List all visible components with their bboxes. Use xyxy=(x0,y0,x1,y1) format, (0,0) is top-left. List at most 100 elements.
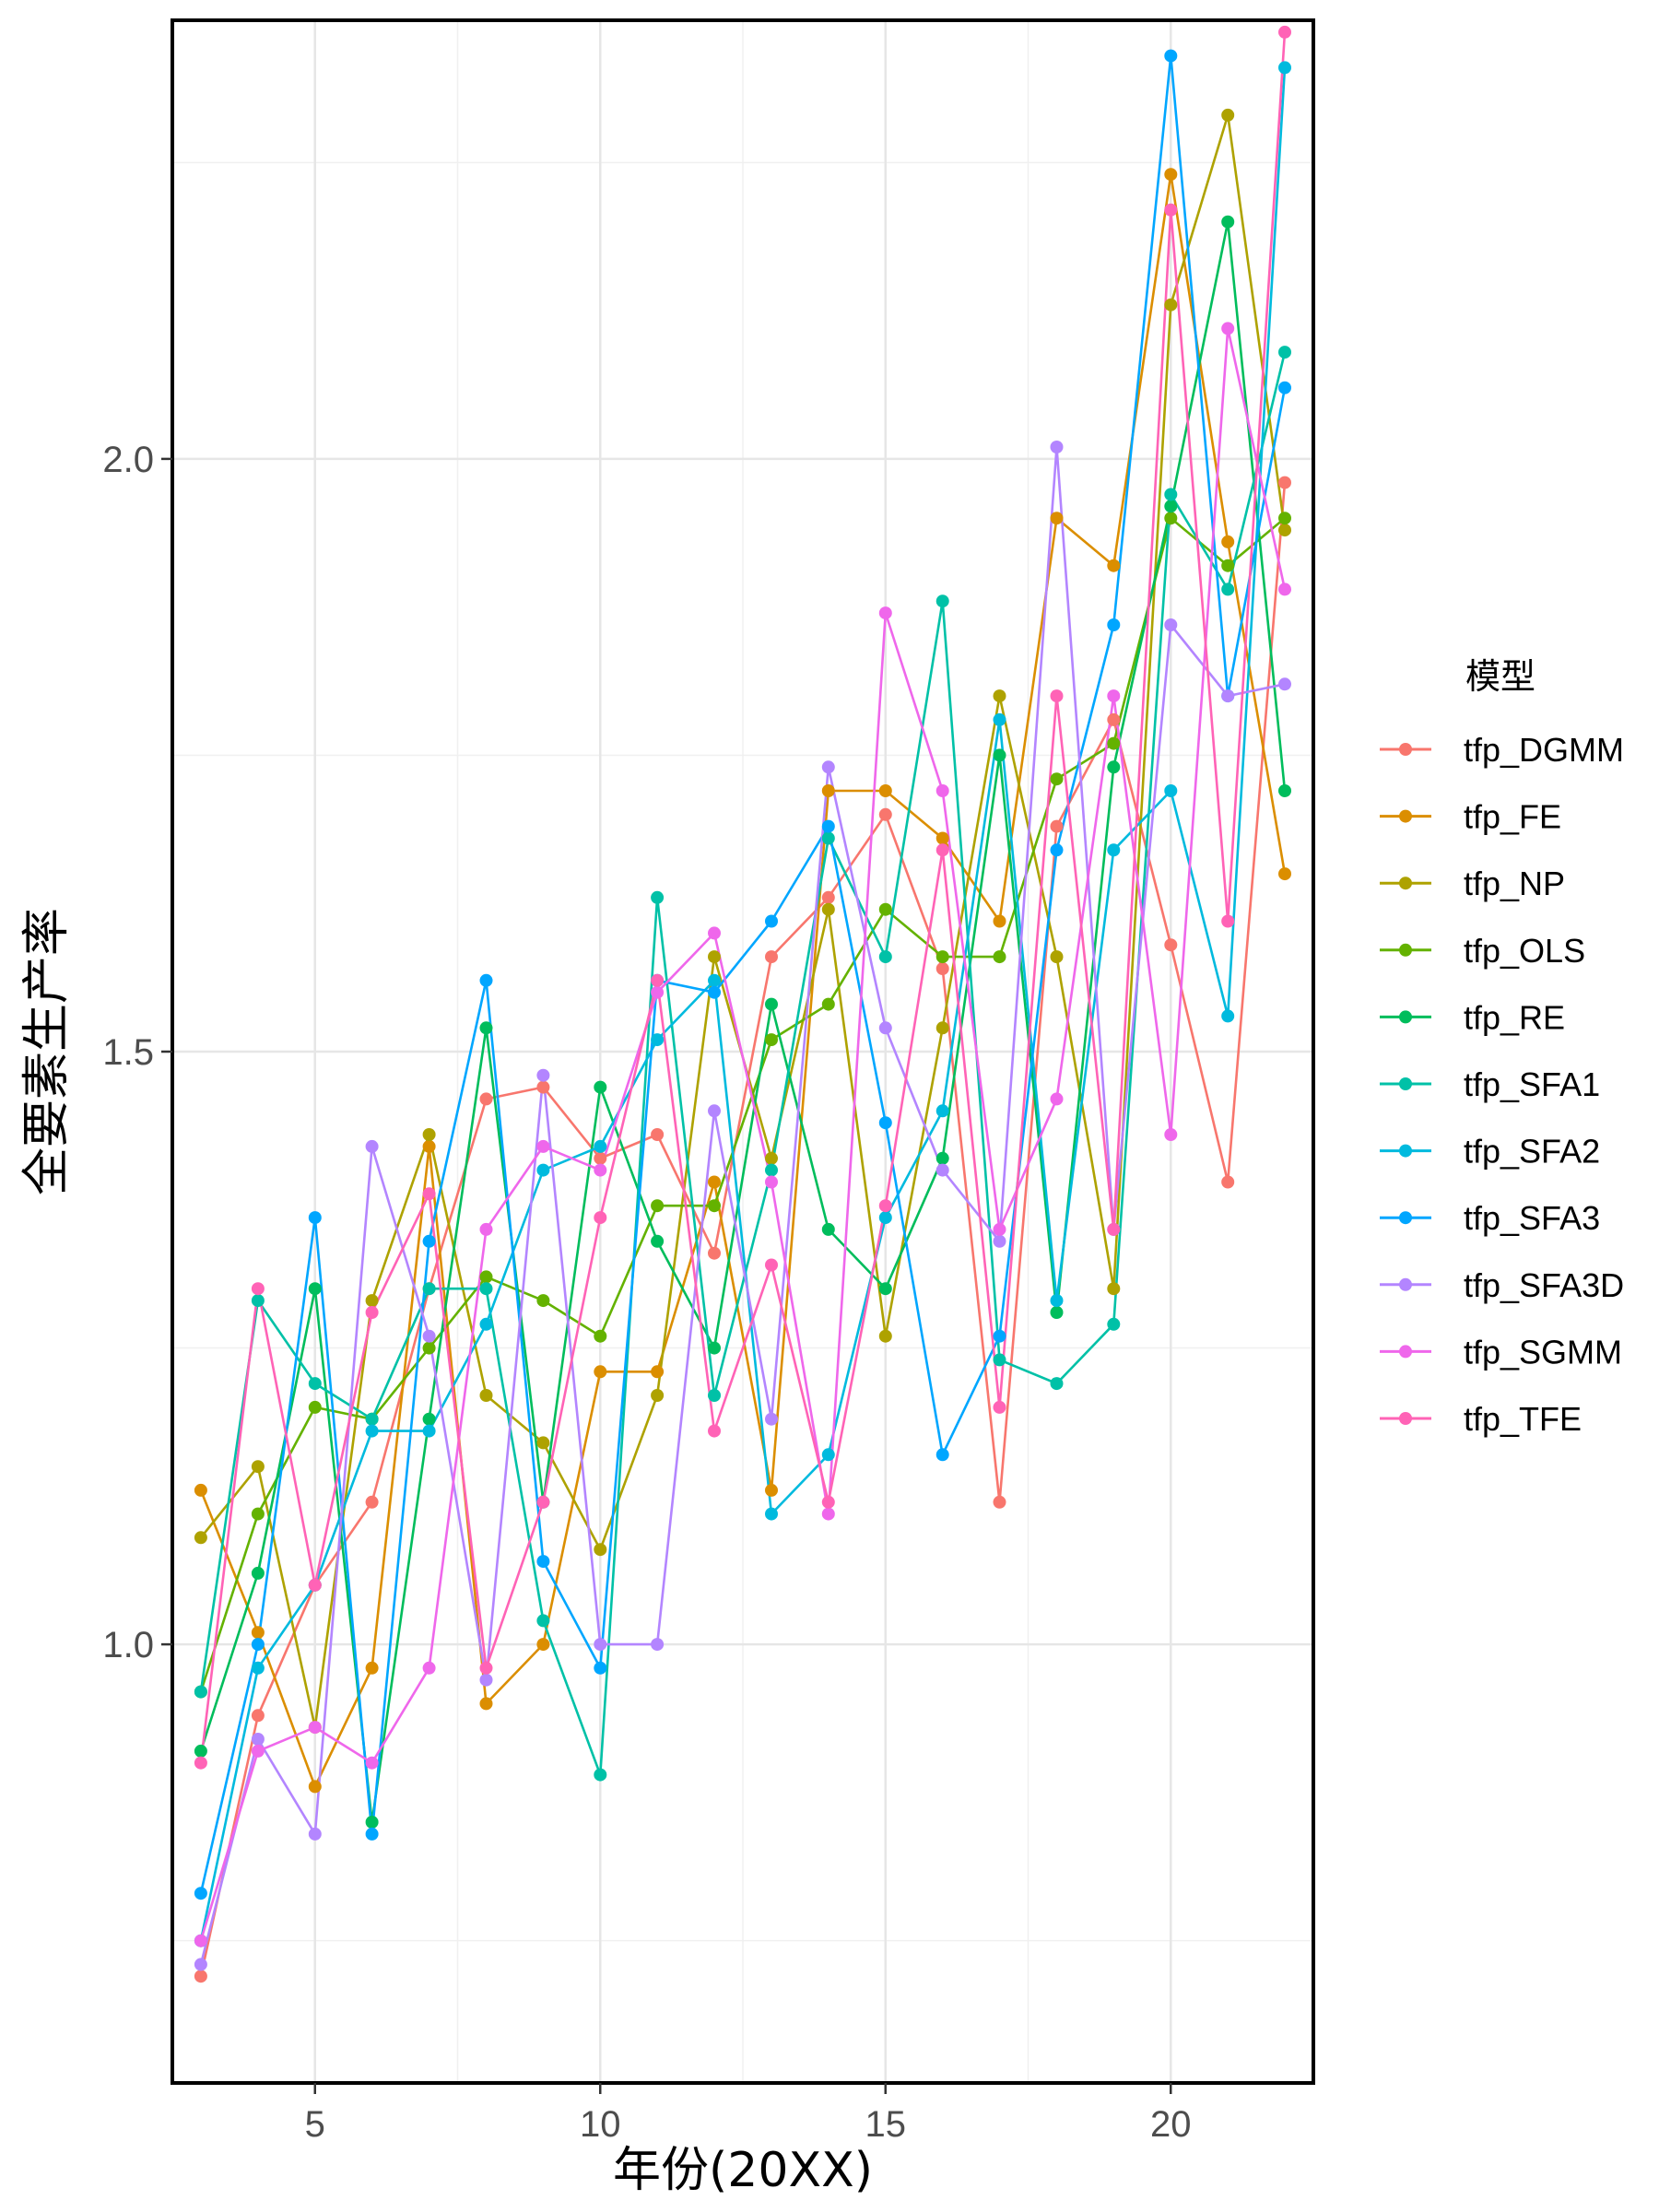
data-point-tfp_TFE xyxy=(308,1578,322,1592)
series-line-tfp_SFA3 xyxy=(199,54,1287,1894)
data-point-tfp_FE xyxy=(479,1697,493,1711)
data-point-tfp_DGMM xyxy=(651,1128,665,1141)
data-point-tfp_SGMM xyxy=(765,1175,778,1189)
data-point-tfp_SFA3 xyxy=(194,1887,207,1900)
data-point-tfp_SFA2 xyxy=(1221,1009,1235,1023)
data-point-tfp_SFA3 xyxy=(1278,381,1291,394)
data-point-tfp_FE xyxy=(594,1365,607,1379)
data-point-tfp_NP xyxy=(708,950,721,964)
data-point-tfp_OLS xyxy=(708,1199,721,1213)
legend-label-tfp_RE: tfp_RE xyxy=(1464,998,1565,1036)
data-point-tfp_SFA3D xyxy=(878,1021,892,1035)
legend-key-point-tfp_TFE xyxy=(1399,1412,1412,1425)
series-line-tfp_OLS xyxy=(199,516,1286,1692)
data-point-tfp_DGMM xyxy=(536,1080,550,1094)
data-point-tfp_DGMM xyxy=(1221,1175,1235,1189)
data-point-tfp_DGMM xyxy=(479,1092,493,1106)
data-point-tfp_FE xyxy=(194,1483,207,1497)
data-point-tfp_SGMM xyxy=(251,1744,265,1758)
data-point-tfp_SFA1 xyxy=(1107,1317,1121,1331)
data-point-tfp_SFA3 xyxy=(365,1827,379,1841)
data-point-tfp_SGMM xyxy=(422,1661,436,1675)
data-point-tfp_SFA1 xyxy=(878,950,892,964)
data-point-tfp_FE xyxy=(993,914,1006,928)
data-point-tfp_NP xyxy=(594,1543,607,1557)
data-point-tfp_SFA3 xyxy=(1107,618,1121,631)
data-point-tfp_RE xyxy=(594,1080,607,1094)
data-point-tfp_SFA3D xyxy=(251,1733,265,1746)
data-point-tfp_SGMM xyxy=(365,1756,379,1770)
data-point-tfp_SFA3 xyxy=(479,973,493,987)
legend-label-tfp_SFA2: tfp_SFA2 xyxy=(1464,1133,1600,1171)
data-point-tfp_TFE xyxy=(935,843,949,857)
legend-label-tfp_FE: tfp_FE xyxy=(1464,798,1561,836)
data-point-tfp_RE xyxy=(1221,215,1235,229)
data-point-tfp_SFA3D xyxy=(194,1958,207,1971)
data-point-tfp_SGMM xyxy=(308,1721,322,1735)
data-point-tfp_NP xyxy=(993,689,1006,703)
data-point-tfp_TFE xyxy=(993,1400,1006,1414)
data-point-tfp_OLS xyxy=(1221,559,1235,572)
legend-key-point-tfp_SFA1 xyxy=(1399,1077,1412,1090)
data-point-tfp_DGMM xyxy=(708,1246,721,1260)
series-line-tfp_RE xyxy=(199,220,1287,1824)
data-point-tfp_FE xyxy=(1164,168,1178,182)
data-point-tfp_RE xyxy=(251,1566,265,1580)
data-point-tfp_RE xyxy=(1050,1306,1064,1319)
data-point-tfp_SFA3D xyxy=(1221,689,1235,703)
data-point-tfp_NP xyxy=(536,1436,550,1450)
data-point-tfp_FE xyxy=(651,1365,665,1379)
data-point-tfp_NP xyxy=(651,1389,665,1402)
legend-key-point-tfp_SGMM xyxy=(1399,1345,1412,1359)
data-point-tfp_RE xyxy=(1278,784,1291,797)
data-point-tfp_TFE xyxy=(536,1495,550,1509)
series-line-tfp_TFE xyxy=(199,31,1287,1763)
legend-label-tfp_DGMM: tfp_DGMM xyxy=(1464,731,1624,769)
data-point-tfp_SFA3D xyxy=(651,1638,665,1652)
data-point-tfp_FE xyxy=(251,1626,265,1640)
data-point-tfp_FE xyxy=(1278,867,1291,881)
data-point-tfp_FE xyxy=(821,784,835,797)
series-line-tfp_SFA2 xyxy=(199,67,1287,1941)
y-tick-label: 2.0 xyxy=(102,440,154,480)
data-point-tfp_SFA3D xyxy=(708,1104,721,1118)
data-point-tfp_SFA2 xyxy=(765,1507,778,1521)
data-point-tfp_RE xyxy=(651,1234,665,1248)
data-point-tfp_SGMM xyxy=(821,1507,835,1521)
data-point-tfp_SFA1 xyxy=(365,1412,379,1426)
data-point-tfp_SFA1 xyxy=(993,1353,1006,1367)
x-tick-label: 10 xyxy=(580,2104,621,2145)
data-point-tfp_TFE xyxy=(651,973,665,987)
data-point-tfp_DGMM xyxy=(765,950,778,964)
data-point-tfp_TFE xyxy=(422,1187,436,1201)
data-point-tfp_FE xyxy=(878,784,892,797)
data-point-tfp_RE xyxy=(765,997,778,1011)
data-point-tfp_SFA2 xyxy=(365,1424,379,1438)
data-point-tfp_DGMM xyxy=(821,890,835,904)
data-point-tfp_OLS xyxy=(935,950,949,964)
data-point-tfp_TFE xyxy=(765,1258,778,1272)
data-point-tfp_SGMM xyxy=(1164,1128,1178,1141)
data-point-tfp_SFA2 xyxy=(594,1139,607,1153)
data-point-tfp_SFA3D xyxy=(1278,677,1291,691)
legend-label-tfp_TFE: tfp_TFE xyxy=(1464,1400,1582,1438)
data-point-tfp_SFA1 xyxy=(1164,488,1178,501)
data-point-tfp_SFA1 xyxy=(251,1294,265,1308)
data-point-tfp_SFA3 xyxy=(821,819,835,833)
data-point-tfp_RE xyxy=(878,1282,892,1296)
data-point-tfp_SFA3D xyxy=(1050,441,1064,453)
data-point-tfp_DGMM xyxy=(594,1151,607,1165)
data-point-tfp_SFA3D xyxy=(594,1638,607,1652)
data-point-tfp_TFE xyxy=(1221,914,1235,928)
data-point-tfp_NP xyxy=(1107,1282,1121,1296)
data-point-tfp_FE xyxy=(308,1780,322,1794)
data-point-tfp_SFA1 xyxy=(765,1163,778,1177)
data-point-tfp_TFE xyxy=(708,1424,721,1438)
data-point-tfp_SGMM xyxy=(479,1222,493,1236)
legend-key-point-tfp_SFA3 xyxy=(1399,1211,1412,1225)
data-point-tfp_SFA1 xyxy=(194,1685,207,1699)
data-point-tfp_SFA1 xyxy=(935,594,949,608)
data-point-tfp_SFA3 xyxy=(308,1211,322,1225)
data-point-tfp_TFE xyxy=(1164,203,1178,217)
